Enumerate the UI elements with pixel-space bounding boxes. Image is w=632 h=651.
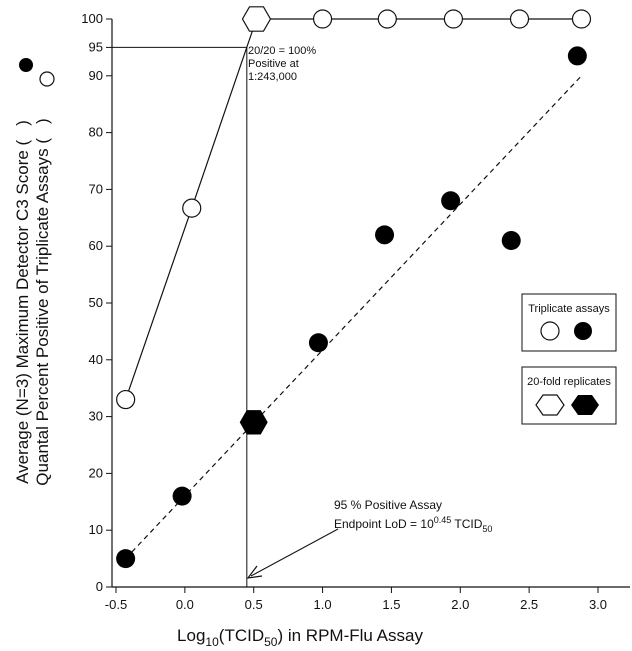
x-tick-label: 1.0 [314,597,332,612]
y-tick-label: 40 [89,352,103,367]
lod-arrow-shaft [250,528,339,577]
annotation-lod-line-2: Endpoint LoD = 100.45 TCID50 [334,515,492,534]
y-tick-label: 60 [89,238,103,253]
y-tick-label: 95 [89,39,103,54]
point-open-circle [443,9,463,29]
point-filled-circle [567,46,587,66]
x-tick-label: 2.0 [451,597,469,612]
x-tick-label: 2.5 [520,597,538,612]
svg-text:Average (N=3) Maximum Detector: Average (N=3) Maximum Detector C3 Score … [13,120,32,484]
annotation-top-line-1: 20/20 = 100% [248,45,316,57]
lod-arrow-head [246,565,263,579]
point-filled-circle [441,191,461,211]
x-tick-label: -0.5 [105,597,127,612]
x-tick-label: 3.0 [589,597,607,612]
y-tick-label: 90 [89,68,103,83]
lod-superscript: 0.45 [434,515,452,525]
y-tick-label: 70 [89,181,103,196]
point-filled-circle [501,231,521,251]
point-open-circle [377,9,397,29]
ylabel-open-circle-icon [39,71,55,87]
legend-title-20fold: 20-fold replicates [527,376,611,388]
legend-box-20fold [521,366,617,425]
lod-unit: TCID [454,517,482,531]
x-tick-label: 0.0 [176,597,194,612]
y-tick-label: 80 [89,125,103,140]
lod-subscript: 50 [482,524,492,534]
legend-filled-circle [574,322,592,340]
fit-line [125,75,582,560]
point-filled-circle [172,486,192,506]
annotation-top-line-2: Positive at [248,58,299,70]
y-axis-title: Average (N=3) Maximum Detector C3 Score … [13,118,52,485]
point-open-circle [571,9,592,29]
lod-prefix: Endpoint LoD = 10 [334,517,434,531]
legend-filled-hexagon [571,395,599,415]
x-tick-label: 0.5 [245,597,263,612]
point-filled-circle [116,549,136,569]
y-axis-title-line-2: Quantal Percent Positive of Triplicate A… [33,138,52,486]
y-tick-label: 0 [96,579,103,594]
ylabel-filled-circle-icon [19,58,33,72]
point-open-circle [509,9,530,29]
y-axis-title-line-1: Average (N=3) Maximum Detector C3 Score … [13,139,32,483]
point-filled-circle [375,225,395,245]
x-axis-title: Log10(TCID50) in RPM-Flu Assay [177,626,423,649]
y-tick-label: 100 [81,11,103,26]
series-open-line [125,18,582,400]
point-filled-circle [308,333,328,353]
annotation-lod-line-1: 95 % Positive Assay [334,498,442,512]
y-tick-label: 30 [89,409,103,424]
y-tick-label: 10 [89,522,103,537]
legend-title-triplicate: Triplicate assays [528,303,610,315]
point-open-circle [182,198,202,218]
legend-open-circle [540,321,560,341]
point-open-hexagon [241,6,272,32]
svg-text:Quantal Percent Positive of Tr: Quantal Percent Positive of Triplicate A… [33,118,52,485]
point-open-circle [116,389,136,410]
annotation-top-line-3: 1:243,000 [248,71,297,83]
y-tick-label: 20 [89,465,103,480]
legend-box-triplicate [521,293,617,352]
point-filled-hexagon [239,410,268,435]
y-tick-label: 50 [89,295,103,310]
x-tick-label: 1.5 [382,597,400,612]
point-open-circle [312,9,333,29]
legend-open-hexagon [535,394,565,416]
